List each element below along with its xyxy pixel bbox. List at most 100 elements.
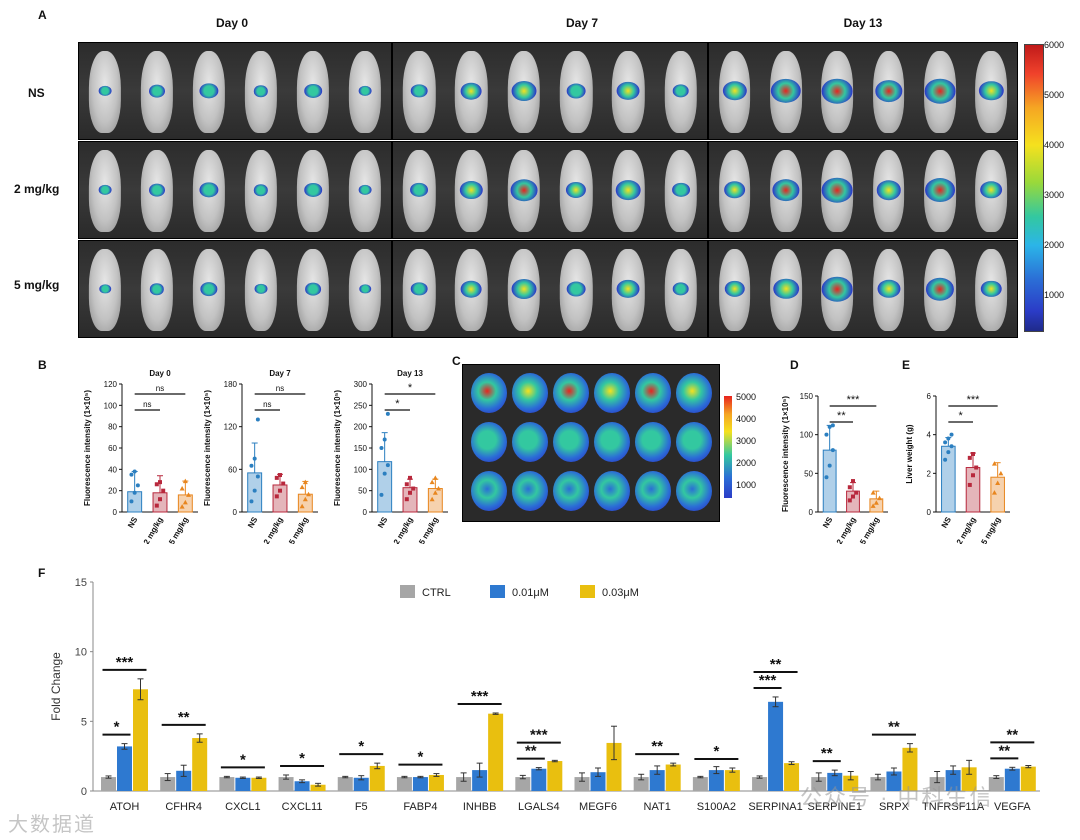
mouse-image — [497, 142, 551, 238]
chart-e: Liver weight (g) 0 2 4 6 NS 2 mg/kg 5 mg/kg **** — [905, 392, 1010, 544]
x-tick-label: NS — [821, 515, 835, 530]
mouse-image — [550, 43, 604, 139]
data-point — [847, 485, 852, 490]
fluorescence-signal — [979, 81, 1004, 101]
data-point — [278, 488, 282, 493]
significance-label: ** — [821, 745, 833, 762]
data-point — [943, 440, 948, 445]
data-point — [179, 486, 185, 491]
data-point — [830, 423, 835, 428]
liver-sample — [553, 422, 589, 462]
data-point — [299, 503, 305, 509]
significance-label: ** — [770, 656, 782, 673]
bar-CTRL — [692, 777, 708, 791]
significance-label: ** — [525, 743, 537, 760]
fluorescence-signal — [253, 184, 269, 196]
bar-0.03μM — [251, 777, 267, 791]
data-point — [249, 463, 254, 468]
mouse-image — [811, 43, 864, 139]
significance-label: * — [114, 719, 120, 736]
x-tick-label: SERPINE1 — [808, 801, 862, 813]
fluorescence-signal — [821, 276, 853, 302]
y-tick-label: 100 — [104, 401, 118, 410]
bar-0.03μM — [369, 765, 385, 791]
x-tick-label: ATOH — [110, 801, 140, 813]
bar-0.01μM — [886, 771, 902, 791]
data-point — [281, 481, 286, 486]
data-point — [302, 496, 308, 502]
liver-sample — [553, 471, 589, 511]
liver-sample — [512, 373, 548, 413]
colorbar-tick: 5000 — [736, 392, 757, 402]
colorbar-tick: 2000 — [1044, 240, 1065, 250]
data-point — [824, 475, 829, 480]
liver-sample — [471, 471, 507, 511]
fluorescence-signal — [461, 280, 482, 298]
fluorescence-signal — [199, 83, 219, 99]
mouse-strip — [392, 240, 708, 338]
data-point — [411, 486, 416, 491]
fluorescence-signal — [672, 282, 690, 296]
y-tick-label: 50 — [804, 469, 813, 478]
chart-d: Fluorescence intensity (1×10⁵) 0 50 100 150 N… — [781, 392, 888, 544]
x-tick-label: 5 mg/kg — [858, 515, 881, 544]
mouse-image — [760, 142, 813, 238]
mouse-image — [235, 142, 288, 238]
fluorescence-signal — [874, 80, 903, 102]
data-point — [967, 482, 972, 487]
significance-label: ** — [998, 742, 1010, 759]
x-tick-label: NAT1 — [644, 801, 671, 813]
colorbar-tick: 5000 — [1044, 90, 1065, 100]
mouse-image — [811, 142, 864, 238]
mouse-image — [445, 142, 499, 238]
bar-0.01μM — [590, 772, 606, 791]
y-tick-label: 50 — [358, 487, 367, 496]
bar-0 — [377, 461, 393, 513]
x-tick-label: SRPX — [879, 801, 910, 813]
fluorescence-signal — [98, 184, 112, 196]
fluorescence-signal — [924, 78, 956, 104]
data-point — [851, 494, 855, 499]
legend-label: 0.01μM — [512, 587, 549, 599]
bar-CTRL — [278, 777, 294, 791]
mouse-image — [79, 43, 132, 139]
fluorescence-signal — [981, 280, 1002, 298]
bar-0.03μM — [133, 689, 148, 791]
mouse-image — [445, 43, 499, 139]
legend-swatch — [400, 585, 415, 598]
panel-c-letter: C — [452, 354, 461, 368]
data-point — [873, 500, 879, 505]
fluorescence-signal — [616, 180, 641, 200]
significance-label: * — [418, 749, 424, 766]
significance-label: ns — [263, 400, 271, 409]
liver-sample — [594, 422, 630, 462]
chart-b-day7: Day 7 Fluorescence intensity (1×10⁵) 0 60 12… — [203, 369, 318, 544]
data-point — [182, 499, 188, 505]
data-point — [432, 475, 438, 480]
y-tick-label: 80 — [108, 423, 117, 432]
y-tick-label: 150 — [354, 444, 368, 453]
significance-label: ns — [156, 384, 164, 393]
bar-CTRL — [456, 777, 472, 791]
mouse-image — [965, 142, 1018, 238]
data-point — [255, 474, 260, 479]
y-tick-label: 200 — [354, 423, 368, 432]
bar-CTRL — [988, 777, 1004, 791]
data-point — [830, 448, 835, 453]
y-tick-label: 150 — [800, 392, 814, 401]
data-point — [998, 470, 1004, 476]
x-tick-label: CFHR4 — [165, 801, 202, 813]
legend-swatch — [580, 585, 595, 598]
x-tick-label: 5 mg/kg — [979, 515, 1002, 544]
bar-0.01μM — [649, 770, 665, 791]
y-tick-label: 0 — [81, 786, 87, 798]
bar-0.03μM — [665, 764, 681, 791]
chart-title: Day 13 — [397, 369, 423, 378]
x-tick-label: SERPINA1 — [748, 801, 802, 813]
bar-1 — [272, 484, 288, 513]
data-point — [379, 446, 384, 450]
significance-label: ** — [888, 719, 900, 736]
fluorescence-signal — [99, 284, 111, 294]
bar-0.03μM — [961, 767, 977, 791]
y-tick-label: 15 — [75, 577, 87, 589]
